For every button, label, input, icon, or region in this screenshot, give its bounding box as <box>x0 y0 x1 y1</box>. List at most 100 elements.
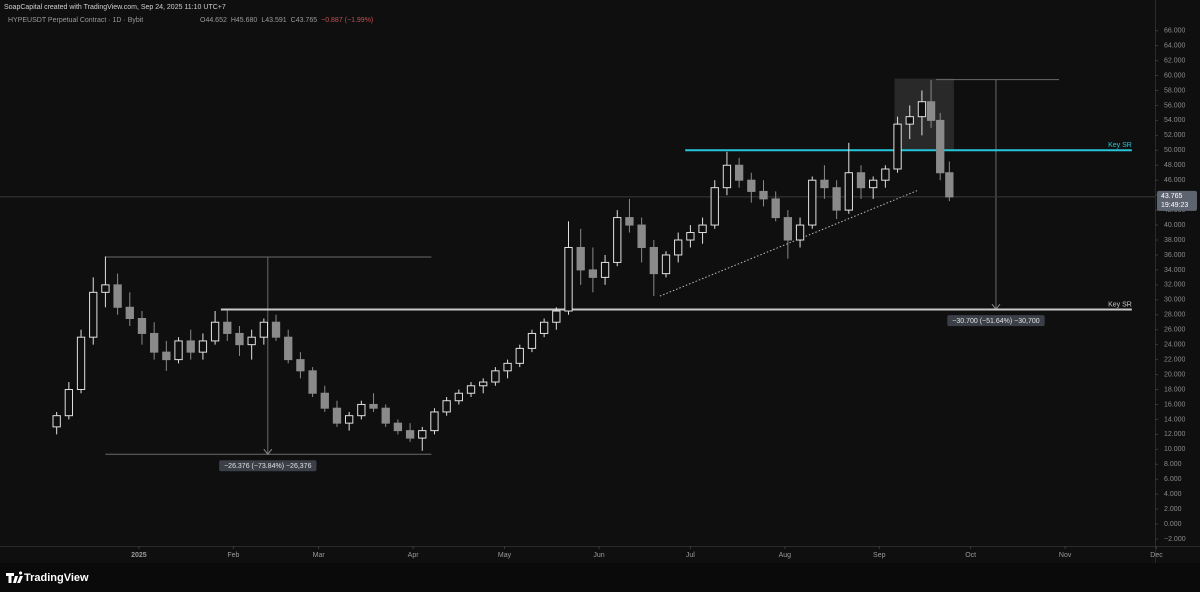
candle-body <box>613 217 622 263</box>
candle-body <box>808 179 817 226</box>
y-tick-label: 56.000 <box>1164 102 1186 109</box>
x-tick-label: Aug <box>779 552 792 559</box>
candle-body <box>162 351 171 361</box>
candle-body <box>89 291 98 338</box>
candle-body <box>503 362 512 372</box>
candle-body <box>284 336 293 361</box>
candle-body <box>783 217 793 241</box>
time-axis: 2025 Feb Mar Apr May Jun Jul Aug Sep Oct Nov Dec <box>131 546 1163 559</box>
level-label: Key SR <box>1108 301 1132 308</box>
candle-body <box>771 198 780 219</box>
candle-body <box>210 321 220 342</box>
y-tick-label: 48.000 <box>1164 162 1186 169</box>
candle-body <box>466 385 476 394</box>
y-tick-label: 28.000 <box>1164 312 1186 319</box>
last-price-label: 43.765 <box>1161 193 1183 200</box>
measure-label-box <box>947 315 1045 327</box>
y-tick-label: 58.000 <box>1164 87 1186 94</box>
logo: TradingView <box>6 571 89 584</box>
measure-label: −26.376 (−73.84%) −26,376 <box>219 460 317 472</box>
candle-body <box>759 190 768 200</box>
logo-icon <box>6 571 23 583</box>
ohlc-value: C43.765 <box>291 17 318 24</box>
y-tick-label: 16.000 <box>1164 401 1186 408</box>
candle-body <box>442 400 451 413</box>
candle-body <box>905 116 914 125</box>
measure-arrow <box>263 448 273 456</box>
ohlc-value: L43.591 <box>261 17 286 24</box>
candle-body <box>881 168 890 181</box>
candle-body <box>430 411 439 432</box>
candle-body <box>576 246 585 271</box>
candle-body <box>722 164 732 189</box>
y-tick-label: 50.000 <box>1164 147 1186 154</box>
y-tick-label: 12.000 <box>1164 431 1186 438</box>
candle-body <box>125 306 134 319</box>
y-tick-label: 38.000 <box>1164 237 1186 244</box>
measure-label-box <box>219 460 317 472</box>
last-price-box <box>1157 190 1197 211</box>
x-tick-label: Feb <box>227 552 239 559</box>
symbol: HYPEUSDT Perpetual Contract · 1D · Bybit <box>8 17 143 24</box>
measure-label-text: −26.376 (−73.84%) −26,376 <box>224 463 311 470</box>
candle-body <box>747 179 756 192</box>
y-tick-label: 66.000 <box>1164 28 1186 35</box>
measure-label-text: −30.700 (−51.64%) −30,700 <box>952 318 1039 325</box>
candle-body <box>600 261 610 278</box>
y-tick-label: 18.000 <box>1164 386 1186 393</box>
candle-body <box>674 239 683 256</box>
candle-body <box>393 422 403 432</box>
candle-body <box>113 284 122 308</box>
candle-body <box>344 415 354 424</box>
candle-body <box>734 164 744 181</box>
candle-body <box>795 224 805 241</box>
candle-body <box>515 347 524 364</box>
y-tick-label: 0.000 <box>1164 521 1182 528</box>
y-tick-label: 60.000 <box>1164 72 1186 79</box>
y-tick-label: 64.000 <box>1164 42 1186 49</box>
logo-text: TradingView <box>24 572 89 584</box>
candle-body <box>686 232 695 241</box>
candle-body <box>296 359 305 372</box>
y-tick-label: 6.000 <box>1164 476 1182 483</box>
x-tick-label: Apr <box>408 552 420 559</box>
candle-body <box>320 392 329 409</box>
candle-body <box>564 246 573 312</box>
candle-body <box>527 332 537 349</box>
y-tick-label: 30.000 <box>1164 297 1186 304</box>
candle-body <box>917 101 927 118</box>
candle-body <box>698 224 707 234</box>
candle-body <box>926 101 936 121</box>
x-tick-label: Sep <box>873 552 886 559</box>
trendline <box>659 190 918 297</box>
candle-body <box>223 321 232 334</box>
candle-body <box>710 187 719 226</box>
x-tick-label: Mar <box>313 552 326 559</box>
candle-body <box>820 179 829 189</box>
measure-label: −30.700 (−51.64%) −30,700 <box>947 315 1045 327</box>
candle-body <box>271 321 281 338</box>
candle-body <box>198 340 208 353</box>
y-tick-label: 54.000 <box>1164 117 1186 124</box>
y-tick-label: 46.000 <box>1164 177 1186 184</box>
candle-body <box>588 269 598 278</box>
y-tick-label: 20.000 <box>1164 371 1186 378</box>
candle-body <box>479 381 488 387</box>
candle-body <box>454 392 463 402</box>
candle-body <box>869 179 878 189</box>
y-tick-label: 62.000 <box>1164 57 1186 64</box>
y-tick-label: 26.000 <box>1164 327 1186 334</box>
x-tick-label: Jul <box>686 552 695 559</box>
level-label: Key SR <box>1108 142 1132 149</box>
ohlc-value: O44.652 <box>200 17 227 24</box>
candle-body <box>357 403 366 417</box>
y-tick-label: 4.000 <box>1164 491 1182 498</box>
countdown: 19:49:23 <box>1161 202 1188 209</box>
candle-body <box>174 340 183 361</box>
candle-body <box>101 284 110 293</box>
candle-body <box>945 172 954 198</box>
candle-body <box>936 119 945 174</box>
y-tick-label: 14.000 <box>1164 416 1186 423</box>
candle-body <box>418 430 427 439</box>
